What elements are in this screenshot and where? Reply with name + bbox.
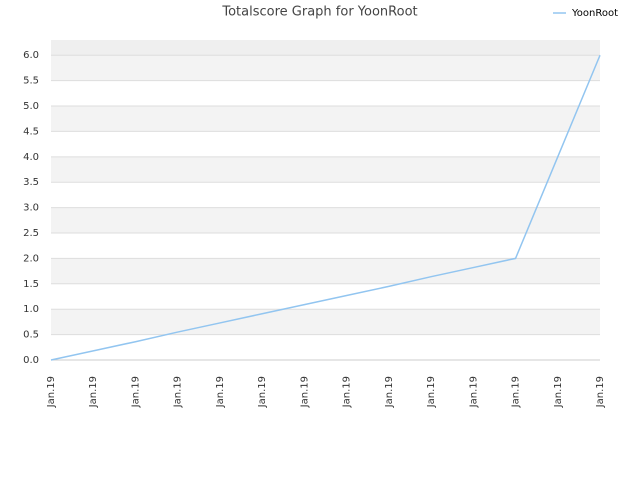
plot-band (51, 233, 600, 259)
x-tick-label: Jan.19 (299, 376, 310, 408)
plot-band (51, 283, 600, 310)
plot-band (51, 182, 600, 208)
x-tick-label: Jan.19 (384, 376, 395, 408)
x-tick-label: Jan.19 (342, 376, 353, 408)
plot-band (51, 309, 600, 335)
y-tick-label: 0.0 (23, 355, 39, 366)
y-tick-label: 5.0 (23, 101, 39, 112)
plot-band (51, 106, 600, 132)
x-tick-label: Jan.19 (595, 376, 606, 408)
x-tick-label: Jan.19 (46, 376, 57, 408)
y-tick-label: 5.5 (23, 76, 39, 87)
chart-title: Totalscore Graph for YoonRoot (221, 5, 417, 20)
plot-band (51, 156, 600, 183)
y-tick-label: 1.0 (23, 304, 39, 315)
x-tick-label: Jan.19 (215, 376, 226, 408)
y-tick-label: 3.5 (23, 177, 39, 188)
plot-band (51, 80, 600, 107)
y-tick-label: 0.5 (23, 330, 39, 341)
x-tick-label: Jan.19 (426, 376, 437, 408)
y-tick-label: 1.5 (23, 279, 39, 290)
y-tick-label: 6.0 (23, 50, 39, 61)
y-tick-label: 2.0 (23, 253, 39, 264)
y-tick-label: 4.5 (23, 126, 39, 137)
x-tick-label: Jan.19 (468, 376, 479, 408)
x-tick-label: Jan.19 (553, 376, 564, 408)
y-tick-label: 3.0 (23, 203, 39, 214)
plot-band (51, 55, 600, 81)
x-tick-label: Jan.19 (88, 376, 99, 408)
x-tick-label: Jan.19 (130, 376, 141, 408)
plot-band (51, 131, 600, 157)
y-tick-label: 4.0 (23, 152, 39, 163)
x-tick-label: Jan.19 (257, 376, 268, 408)
x-tick-label: Jan.19 (511, 376, 522, 408)
y-tick-label: 2.5 (23, 228, 39, 239)
data-line (50, 54, 601, 361)
x-tick-label: Jan.19 (173, 376, 184, 408)
plot-band (51, 334, 600, 360)
plot-band (51, 207, 600, 234)
legend-label: YoonRoot (571, 8, 618, 19)
plot-band (51, 258, 600, 284)
